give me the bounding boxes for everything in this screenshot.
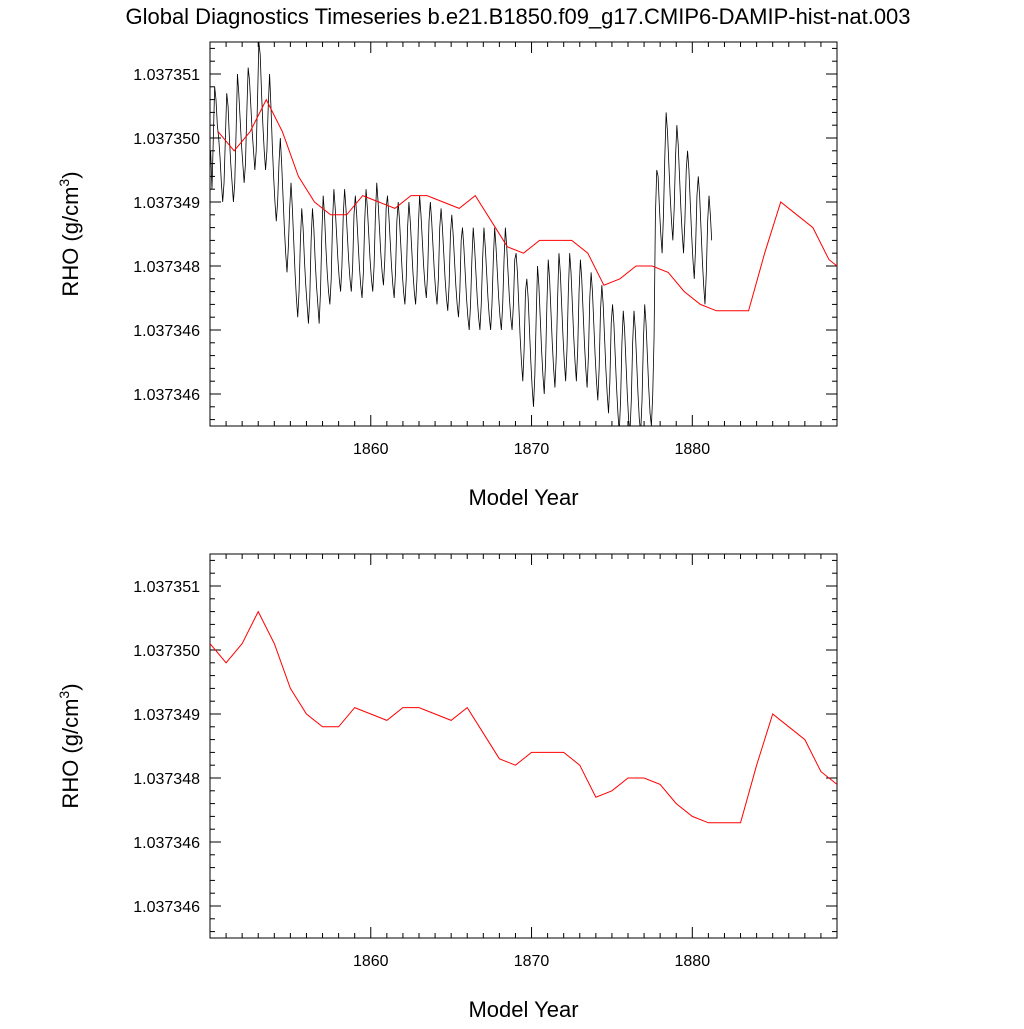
y-axis-title-main: RHO (g/cm — [58, 699, 83, 809]
x-tick-label: 1870 — [514, 953, 550, 970]
series-line-annual — [217, 98, 837, 312]
y-tick-label: 1.037346 — [133, 387, 200, 404]
chart-title: Global Diagnostics Timeseries b.e21.B185… — [125, 4, 910, 29]
y-tick-label: 1.037351 — [133, 67, 200, 84]
y-tick-label: 1.037346 — [133, 835, 200, 852]
y-axis-title-main: RHO (g/cm — [58, 187, 83, 297]
y-axis-title: RHO (g/cm3) — [56, 683, 83, 808]
y-axis-title-close: ) — [58, 683, 83, 690]
y-axis-title-superscript: 3 — [56, 691, 72, 699]
x-axis-title: Model Year — [468, 485, 578, 510]
y-tick-label: 1.037350 — [133, 131, 200, 148]
plot-frame — [209, 553, 838, 939]
y-axis-title: RHO (g/cm3) — [56, 171, 83, 296]
x-tick-label: 1860 — [353, 441, 389, 458]
x-tick-label: 1880 — [675, 441, 711, 458]
x-tick-label: 1880 — [675, 953, 711, 970]
y-tick-label: 1.037349 — [133, 195, 200, 212]
panel-2: 1.037346 1.037346 1.037348 1.037349 1.037350… — [56, 553, 838, 1022]
chart-panels: 1.037346 1.037346 1.037348 1.037349 1.037350… — [56, 41, 838, 1022]
x-axis-title: Model Year — [468, 997, 578, 1022]
y-tick-label: 1.037348 — [133, 259, 200, 276]
y-axis-title-superscript: 3 — [56, 179, 72, 187]
y-tick-label: 1.037351 — [133, 579, 200, 596]
series-line-monthly — [210, 42, 713, 426]
y-tick-label: 1.037346 — [133, 899, 200, 916]
y-tick-label: 1.037350 — [133, 643, 200, 660]
y-tick-label: 1.037349 — [133, 707, 200, 724]
y-tick-label: 1.037348 — [133, 771, 200, 788]
y-tick-label: 1.037346 — [133, 323, 200, 340]
x-tick-label: 1870 — [514, 441, 550, 458]
plot-frame — [209, 41, 838, 427]
series-line-annual — [210, 610, 837, 824]
x-tick-label: 1860 — [353, 953, 389, 970]
panel-1: 1.037346 1.037346 1.037348 1.037349 1.037350… — [56, 41, 838, 510]
y-axis-title-close: ) — [58, 171, 83, 178]
